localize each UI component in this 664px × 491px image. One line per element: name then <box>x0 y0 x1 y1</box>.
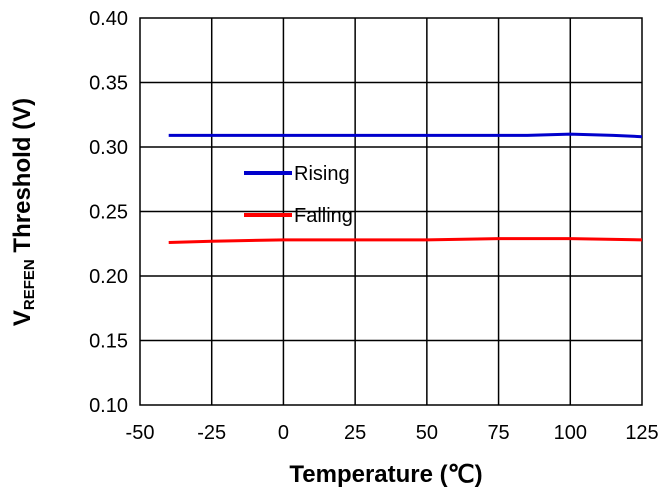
y-tick-label: 0.35 <box>89 73 128 95</box>
y-tick-label: 0.30 <box>89 137 128 159</box>
y-axis-title-subscript: REFEN <box>21 259 38 310</box>
legend-label-rising: Rising <box>294 163 350 185</box>
y-tick-labels: 0.10 0.15 0.20 0.25 0.30 0.35 0.40 <box>89 8 128 417</box>
y-tick-label: 0.20 <box>89 266 128 288</box>
x-tick-label: 25 <box>344 422 366 444</box>
x-tick-label: 100 <box>554 422 587 444</box>
y-tick-label: 0.10 <box>89 395 128 417</box>
legend: Rising Falling <box>244 163 353 227</box>
x-tick-labels: -50 -25 0 25 50 75 100 125 <box>126 422 659 444</box>
x-tick-label: 50 <box>416 422 438 444</box>
x-tick-label: 125 <box>625 422 658 444</box>
y-tick-label: 0.15 <box>89 331 128 353</box>
y-axis-title: VREFEN Threshold (V) <box>9 98 38 326</box>
x-tick-label: -25 <box>197 422 226 444</box>
x-axis-title: Temperature (℃) <box>289 461 482 488</box>
x-tick-label: 75 <box>487 422 509 444</box>
y-axis-title-rest: Threshold (V) <box>9 98 36 259</box>
y-tick-label: 0.40 <box>89 8 128 30</box>
x-tick-label: 0 <box>278 422 289 444</box>
y-axis-title-main: V <box>9 310 36 326</box>
grid <box>140 18 642 405</box>
series-group <box>168 132 643 244</box>
x-tick-label: -50 <box>126 422 155 444</box>
series-line-rising <box>168 132 643 139</box>
y-tick-label: 0.25 <box>89 202 128 224</box>
legend-label-falling: Falling <box>294 205 353 227</box>
series-line-falling <box>168 237 643 244</box>
